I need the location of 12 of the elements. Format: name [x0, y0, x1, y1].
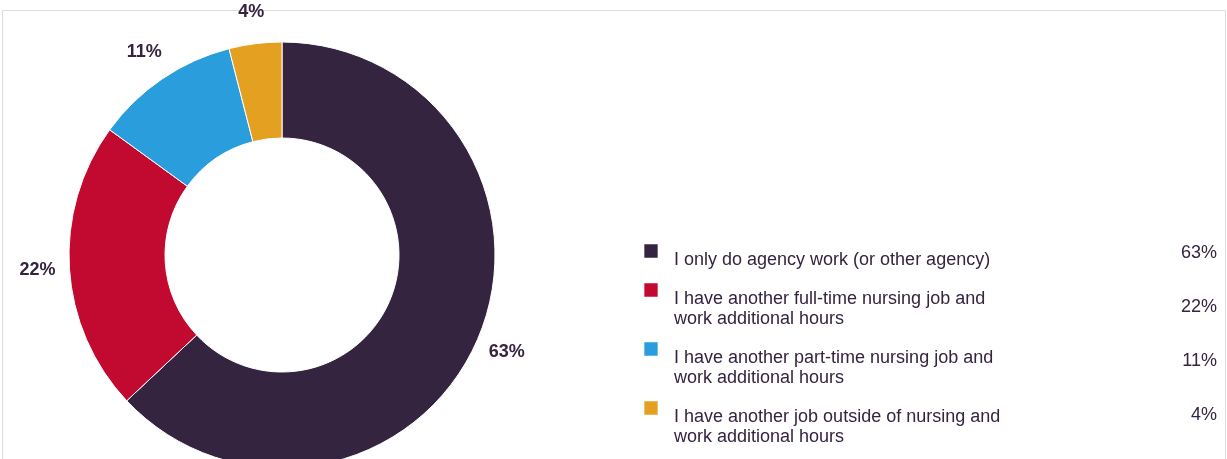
- legend-label: I have another part-time nursing job and work additional hours: [673, 347, 994, 387]
- legend-label: I have another job outside of nursing and work additional hours: [673, 406, 1001, 446]
- data-label: 11%: [126, 41, 162, 62]
- legend-label: I have another full-time nursing job and work additional hours: [673, 288, 986, 328]
- data-label: 63%: [488, 341, 525, 362]
- text: 63%: [1180, 242, 1217, 262]
- data-label: 22%: [19, 259, 56, 280]
- text: 11%: [1182, 350, 1217, 370]
- text: 4%: [1190, 404, 1217, 424]
- text: 22%: [1180, 296, 1217, 316]
- data-label: 4%: [238, 0, 265, 21]
- legend-label: I only do agency work (or other agency): [674, 249, 991, 269]
